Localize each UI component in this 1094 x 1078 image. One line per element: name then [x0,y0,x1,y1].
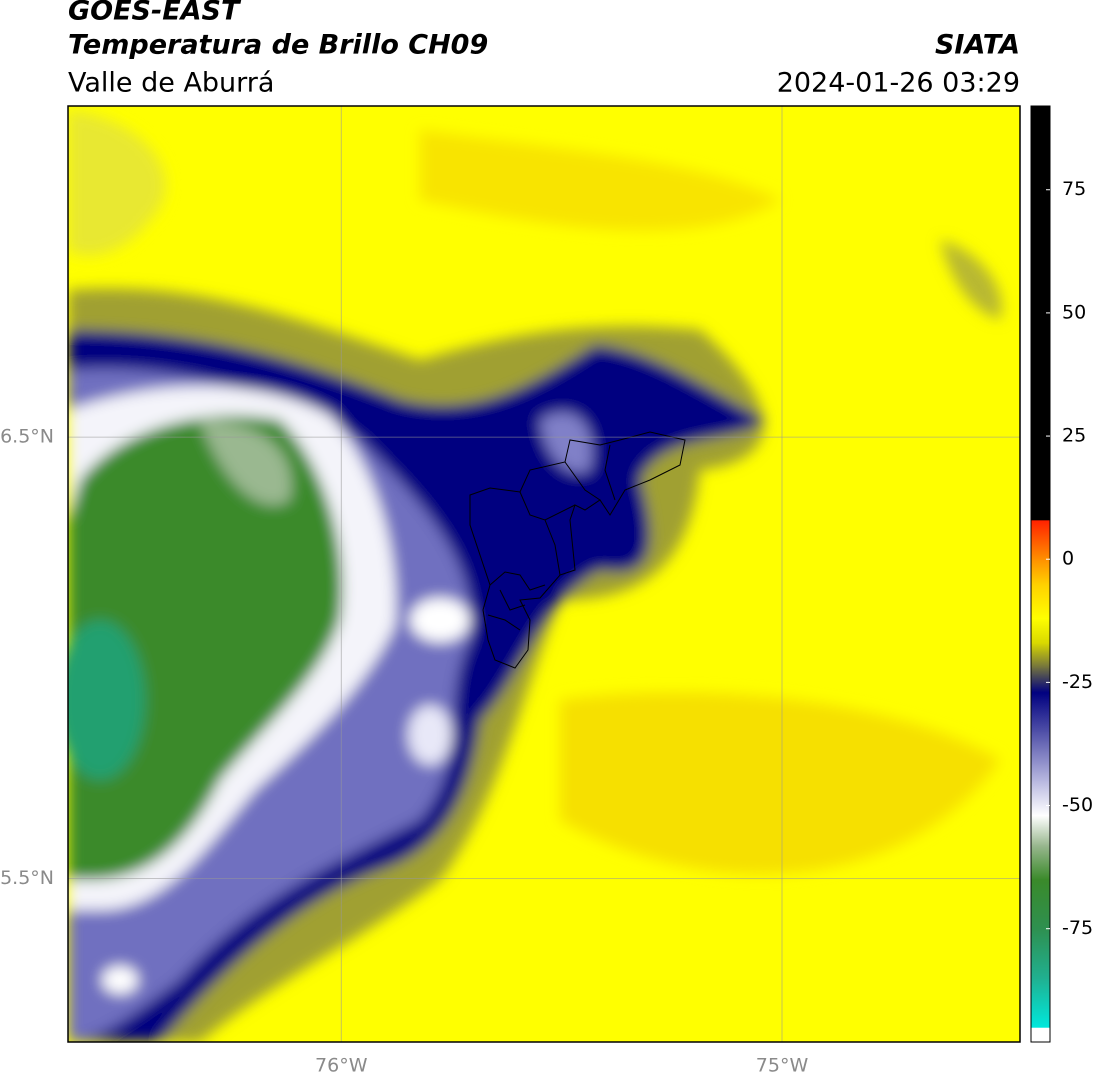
border [499,589,526,611]
x-tick-label: 75°W [756,1055,809,1077]
colorbar-segment [1031,780,1050,816]
colorbar-segment [1031,1027,1050,1043]
haze [420,130,780,231]
y-tick-label: 6.5°N [0,426,54,448]
cloud [200,420,292,506]
colorbar-segment [1031,844,1050,880]
colorbar-tick-label: -75 [1062,917,1093,939]
colorbar-segment [1031,692,1050,733]
agency: SIATA [935,30,1020,61]
cloud [540,412,592,473]
colorbar-segment [1031,106,1050,521]
colorbar-segment [1031,618,1050,644]
x-tick-label: 76°W [315,1055,368,1077]
haze [560,692,1000,875]
satellite-title: GOES-EAST [68,0,242,27]
colorbar-segment [1031,583,1050,619]
border [469,431,686,669]
colorbar-segment [1031,667,1050,693]
border [544,519,561,576]
haze [68,110,166,256]
border [604,444,616,501]
cloud [410,598,470,642]
colorbar-frame [1030,105,1051,1043]
colorbar-segment [1031,879,1050,930]
region: Valle de Aburrá [68,68,274,99]
cloud [68,620,145,780]
colorbar-segment [1031,519,1050,560]
cloud [102,966,138,994]
colorbar-tick-label: 75 [1062,178,1086,200]
border [487,614,521,631]
imagery [68,106,1020,1042]
y-tick-label: 5.5°N [0,867,54,889]
colorbar-segment [1031,559,1050,585]
colorbar-tick-label: -50 [1062,794,1093,816]
map-frame [67,105,1021,1043]
border [489,571,546,591]
cloud [408,705,452,765]
datetime: 2024-01-26 03:29 [777,68,1020,99]
border [564,461,601,501]
colorbar-segment [1031,928,1050,979]
cloud-field [68,110,1002,1042]
cloud [68,415,343,880]
graticule [68,106,1020,1042]
cloud [940,240,1002,320]
colorbar-segment [1031,731,1050,782]
colorbar-segment [1031,815,1050,846]
municipal-borders [469,431,686,669]
colorbar-tick-label: 25 [1062,425,1086,447]
border [519,491,576,521]
product-title: Temperatura de Brillo CH09 [68,30,488,61]
colorbar-segment [1031,977,1050,1028]
colorbar-tick-label: 50 [1062,301,1086,323]
colorbar: -75 -50 -25 0 25 50 75 [1030,105,1093,1043]
colorbar-tick-label: -25 [1062,671,1093,693]
colorbar-segment [1031,642,1050,669]
colorbar-tick-label: 0 [1062,548,1074,570]
